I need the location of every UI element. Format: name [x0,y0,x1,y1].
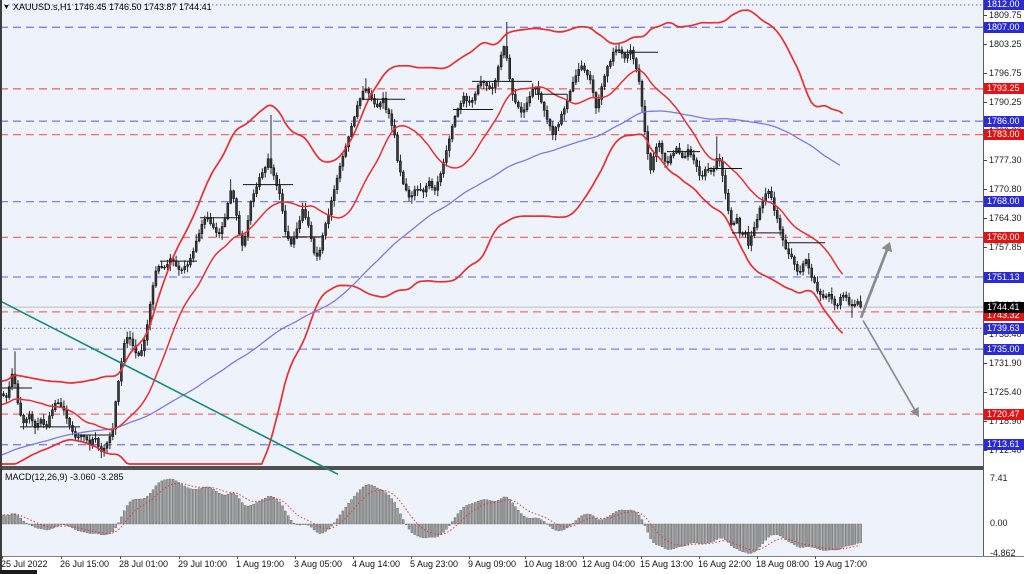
price-scale-label: 1764.30 [989,213,1022,223]
time-label: 26 Jul 15:00 [60,559,110,569]
chart-dropdown-marker: ▼ [3,4,10,11]
time-label: 5 Aug 23:00 [410,559,459,569]
price-tick [983,363,987,364]
macd-scale-max: 7.41 [990,473,1008,483]
descending-trendline[interactable] [0,300,339,476]
time-label: 28 Jul 01:00 [119,559,169,569]
level-lines [0,4,983,446]
price-level-badge: 1735.00 [984,344,1024,355]
price-level-badge: 1751.13 [984,272,1024,283]
price-tick [983,73,987,74]
time-tick [815,556,816,559]
price-tick [983,392,987,393]
time-label: 3 Aug 05:00 [294,559,343,569]
price-tick [983,15,987,16]
price-level-badge: 1812.00 [984,0,1024,10]
indicator-lines [0,9,844,465]
time-tick [469,556,470,559]
slow-ma-line [0,110,841,457]
macd-scale-zero: 0.00 [990,518,1008,528]
time-tick [237,556,238,559]
price-scale-label: 1738.40 [989,329,1022,339]
time-tick [411,556,412,559]
time-tick [353,556,354,559]
price-tick [983,334,987,335]
price-axis[interactable]: 7.41 0.00 -4.862 1809.75 1803.25 1796.75 17… [983,0,1024,558]
projection-arrow-down[interactable] [862,320,919,418]
price-level-badge: 1768.00 [984,196,1024,207]
price-scale-label: 1718.90 [989,416,1022,426]
price-tick [983,247,987,248]
time-label: 16 Aug 22:00 [698,559,752,569]
price-level-badge: 1739.63 [984,323,1024,334]
time-label: 25 Jul 2022 [1,559,48,569]
time-label: 4 Aug 14:00 [352,559,401,569]
time-label: 9 Aug 09:00 [468,559,517,569]
time-label: 15 Aug 13:00 [640,559,694,569]
price-level-badge: 1713.61 [984,439,1024,450]
price-level-badge: 1807.00 [984,22,1024,33]
price-scale-label: 1796.75 [989,68,1022,78]
price-scale-label: 1725.40 [989,387,1022,397]
time-label: 12 Aug 04:00 [582,559,636,569]
time-tick [641,556,642,559]
main-chart-pane[interactable] [0,4,983,465]
time-tick [295,556,296,559]
upper-band-line [0,9,844,384]
price-level-badge: 1793.25 [984,83,1024,94]
macd-histogram [0,478,862,554]
price-tick [983,218,987,219]
price-scale-label: 1809.75 [989,10,1022,20]
price-level-badge: 1760.00 [984,232,1024,243]
macd-scale-min: -4.862 [990,548,1016,558]
window-left-edge [0,0,2,574]
fast-ma-line [0,69,844,431]
pane-separator[interactable] [0,466,983,470]
time-label: 19 Aug 17:00 [814,559,868,569]
time-tick [757,556,758,559]
price-tick [983,102,987,103]
macd-indicator-label: MACD(12,26,9) -3.060 -3.285 [5,472,124,482]
price-scale-label: 1731.90 [989,358,1022,368]
drawn-segments[interactable] [0,51,825,436]
time-label: 29 Jul 10:00 [178,559,228,569]
price-scale-label: 1777.30 [989,155,1022,165]
time-tick [699,556,700,559]
macd-signal-line [0,482,861,551]
lower-band-line [0,133,844,465]
price-tick [983,421,987,422]
price-scale-label: 1803.25 [989,39,1022,49]
bid-price-badge: 1744.41 [984,302,1024,313]
time-tick [61,556,62,559]
chart-title: ▼ XAUUSD.s,H1 1746.45 1746.50 1743.87 174… [3,2,212,12]
time-tick [583,556,584,559]
time-tick [120,556,121,559]
time-label: 18 Aug 08:00 [756,559,810,569]
price-scale-label: 1770.80 [989,184,1022,194]
price-scale-label: 1712.40 [989,445,1022,455]
price-level-badge: 1720.47 [984,409,1024,420]
price-level-badge: 1786.00 [984,116,1024,127]
projection-arrow-up[interactable] [859,241,893,319]
price-level-badge: 1783.00 [984,129,1024,140]
macd-pane[interactable] [0,478,862,554]
price-tick [983,450,987,451]
time-label: 10 Aug 18:00 [524,559,578,569]
price-tick [983,44,987,45]
time-tick [2,556,3,559]
price-level-badge: 1743.32 [984,310,1024,321]
time-tick [179,556,180,559]
price-scale-label: 1757.85 [989,242,1022,252]
time-tick [525,556,526,559]
price-scale-label: 1790.25 [989,97,1022,107]
time-axis[interactable]: 25 Jul 2022 26 Jul 15:00 28 Jul 01:00 29 Ju… [0,556,1024,574]
price-tick [983,189,987,190]
price-tick [983,160,987,161]
symbol-ohlc-text: XAUUSD.s,H1 1746.45 1746.50 1743.87 1744… [12,2,212,12]
time-label: 1 Aug 19:00 [236,559,285,569]
scrollbar-fragment[interactable] [0,570,37,574]
